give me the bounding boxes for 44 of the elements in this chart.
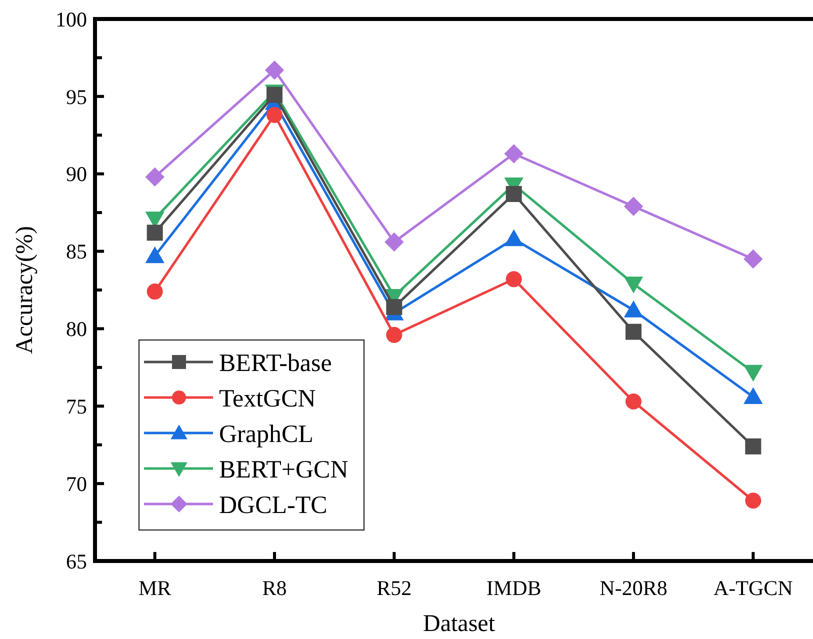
point [745,492,762,509]
point [744,387,763,404]
x-tick-label: R52 [376,576,412,600]
point [506,271,522,288]
y-tick-label: 100 [56,7,87,32]
point [745,438,762,454]
point [506,186,522,202]
y-tick-label: 95 [66,84,87,109]
x-tick-label: IMDB [486,576,542,600]
y-tick-label: 90 [66,162,87,186]
point [145,167,164,187]
y-axis-title: Accuracy(%) [12,226,38,354]
y-tick-label: 85 [66,240,87,264]
y-tick-label: 70 [66,472,87,496]
y-tick-label: 65 [66,549,87,574]
legend-label: DGCL-TC [219,492,328,519]
x-tick-label: A-TGCN [714,576,793,600]
legend-label: TextGCN [219,385,316,412]
point [384,232,404,252]
point [744,249,763,269]
point [624,196,644,216]
point [146,284,163,300]
point [624,276,644,294]
y-tick-label: 80 [66,317,87,342]
x-tick-label: R8 [262,576,287,600]
x-tick-label: N-20R8 [600,576,668,600]
point [624,300,644,318]
point [386,326,402,343]
point [626,324,642,340]
point [264,60,284,80]
legend-label: BERT+GCN [219,456,348,484]
legend-label: GraphCL [219,420,314,448]
point [386,299,402,316]
point [626,393,642,410]
y-tick-label: 75 [66,394,87,418]
point [145,246,164,264]
point [146,224,163,241]
legend-label: BERT-base [219,350,332,377]
point [504,229,524,246]
point [266,107,282,124]
point [744,364,763,382]
x-tick-label: MR [138,576,172,600]
point [504,144,524,164]
x-axis-title: Dataset [423,611,496,637]
